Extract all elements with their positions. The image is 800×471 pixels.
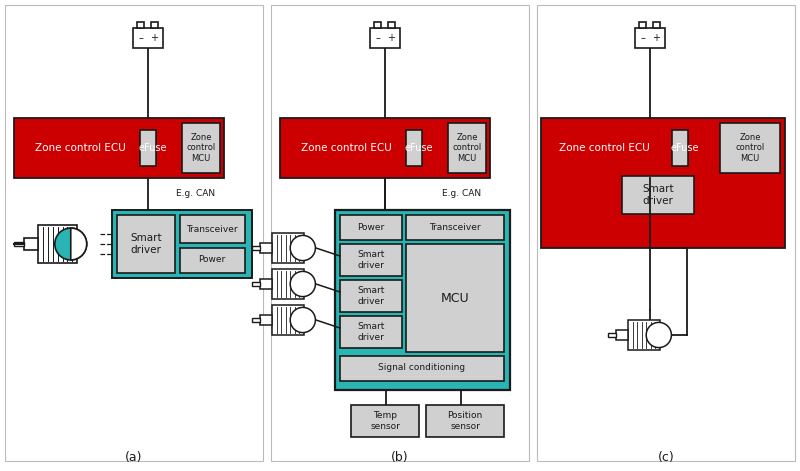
Text: Position
sensor: Position sensor xyxy=(447,411,482,430)
Bar xyxy=(351,405,419,437)
Text: Smart
driver: Smart driver xyxy=(642,184,674,206)
Bar xyxy=(537,5,795,461)
Bar xyxy=(112,210,252,278)
Text: Power: Power xyxy=(198,255,226,265)
Bar xyxy=(272,233,304,263)
Bar xyxy=(182,123,220,173)
Bar xyxy=(622,176,694,214)
Text: Smart
driver: Smart driver xyxy=(358,322,385,341)
Bar xyxy=(406,244,504,352)
Bar xyxy=(117,215,175,273)
Text: +: + xyxy=(653,33,661,43)
Bar xyxy=(252,246,260,250)
Bar xyxy=(616,330,628,340)
Bar xyxy=(24,238,38,250)
Bar xyxy=(272,269,304,299)
Bar xyxy=(272,305,304,335)
Text: Zone control ECU: Zone control ECU xyxy=(301,143,391,153)
Bar xyxy=(137,22,144,28)
Bar xyxy=(14,118,224,178)
Text: (c): (c) xyxy=(658,452,674,464)
Bar xyxy=(340,215,402,240)
Bar xyxy=(5,5,263,461)
Bar xyxy=(340,356,504,381)
Text: eFuse: eFuse xyxy=(138,143,167,153)
Text: eFuse: eFuse xyxy=(670,143,699,153)
Bar xyxy=(406,215,504,240)
Text: Zone
control
MCU: Zone control MCU xyxy=(452,133,482,163)
Bar xyxy=(151,22,158,28)
Bar xyxy=(628,320,660,350)
Text: Transceiver: Transceiver xyxy=(429,222,481,232)
Text: Zone control ECU: Zone control ECU xyxy=(558,143,650,153)
Text: E.g. CAN: E.g. CAN xyxy=(442,188,481,197)
Bar xyxy=(340,280,402,312)
Bar xyxy=(180,215,245,243)
Bar xyxy=(406,130,422,166)
Circle shape xyxy=(290,271,315,297)
Bar xyxy=(140,130,156,166)
Bar xyxy=(448,123,486,173)
Bar xyxy=(340,244,402,276)
Bar xyxy=(653,22,660,28)
Circle shape xyxy=(290,308,315,333)
Bar xyxy=(374,22,381,28)
Text: Transceiver: Transceiver xyxy=(186,225,238,234)
Text: (a): (a) xyxy=(126,452,142,464)
Text: Temp
sensor: Temp sensor xyxy=(370,411,400,430)
Bar xyxy=(14,242,24,246)
Text: +: + xyxy=(150,33,158,43)
Circle shape xyxy=(646,323,671,348)
Bar xyxy=(635,28,665,48)
Text: (b): (b) xyxy=(391,452,409,464)
Bar xyxy=(370,28,400,48)
Text: Smart
driver: Smart driver xyxy=(358,250,385,270)
Bar xyxy=(38,225,78,263)
Text: Signal conditioning: Signal conditioning xyxy=(378,364,466,373)
Wedge shape xyxy=(70,228,86,260)
Bar xyxy=(260,279,272,289)
Text: Smart
driver: Smart driver xyxy=(130,233,162,255)
Bar xyxy=(639,22,646,28)
Bar xyxy=(180,248,245,273)
Text: –: – xyxy=(138,33,143,43)
Circle shape xyxy=(290,236,315,260)
Bar xyxy=(133,28,163,48)
Bar xyxy=(340,316,402,348)
Text: Zone control ECU: Zone control ECU xyxy=(34,143,126,153)
Bar xyxy=(426,405,504,437)
Bar xyxy=(541,118,785,248)
Bar xyxy=(335,210,510,390)
Text: MCU: MCU xyxy=(441,292,470,304)
Bar xyxy=(388,22,395,28)
Bar xyxy=(252,318,260,322)
Bar xyxy=(252,282,260,286)
Text: –: – xyxy=(640,33,645,43)
Bar xyxy=(672,130,688,166)
Bar xyxy=(271,5,529,461)
Text: Smart
driver: Smart driver xyxy=(358,286,385,306)
Text: eFuse: eFuse xyxy=(405,143,434,153)
Bar xyxy=(608,333,616,337)
Bar xyxy=(260,315,272,325)
Text: +: + xyxy=(387,33,395,43)
Text: –: – xyxy=(375,33,380,43)
Bar xyxy=(720,123,780,173)
Text: Zone
control
MCU: Zone control MCU xyxy=(735,133,765,163)
Circle shape xyxy=(54,228,86,260)
Text: Power: Power xyxy=(358,222,385,232)
Text: E.g. CAN: E.g. CAN xyxy=(176,188,215,197)
Bar xyxy=(260,243,272,253)
Text: Zone
control
MCU: Zone control MCU xyxy=(186,133,216,163)
Bar xyxy=(280,118,490,178)
